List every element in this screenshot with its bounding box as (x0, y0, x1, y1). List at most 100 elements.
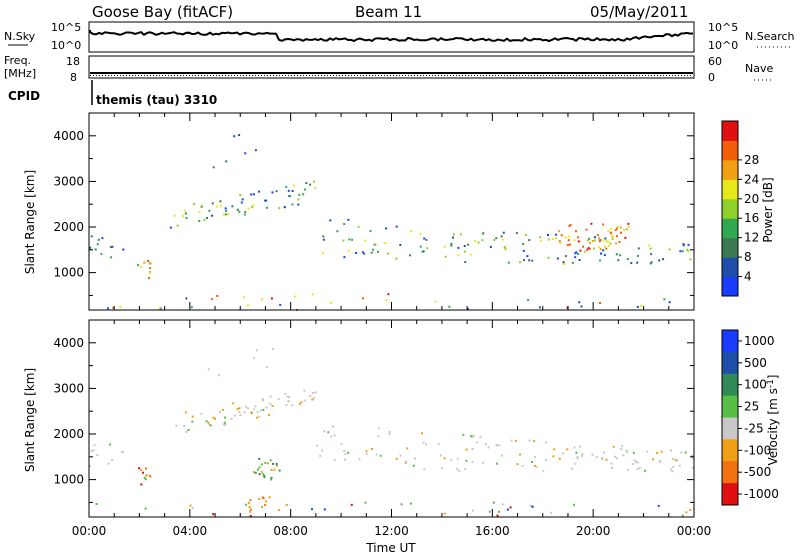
echo-cell (506, 508, 509, 511)
echo-cell (507, 261, 510, 264)
echo-cell (615, 242, 618, 245)
echo-cell (254, 471, 257, 474)
echo-cell (371, 447, 373, 450)
echo-cell (311, 293, 314, 296)
echo-cell (671, 470, 674, 473)
echo-cell (626, 451, 629, 454)
echo-cell (385, 299, 388, 302)
echo-cell (142, 471, 144, 474)
echo-cell (452, 233, 455, 236)
echo-cell (260, 463, 263, 466)
echo-cell (216, 295, 219, 297)
echo-cell (362, 297, 365, 300)
echo-cell (681, 514, 684, 517)
echo-cell (89, 465, 91, 468)
echo-cell (385, 227, 388, 230)
echo-cell (322, 235, 325, 238)
echo-cell (644, 469, 647, 472)
echo-cell (627, 225, 630, 228)
echo-cell (238, 411, 241, 414)
echo-cell (244, 152, 247, 155)
echo-cell (249, 508, 252, 511)
echo-cell (684, 451, 687, 454)
echo-cell (145, 474, 148, 477)
echo-cell (484, 443, 487, 446)
echo-cell (575, 230, 577, 233)
echo-cell (254, 149, 257, 152)
echo-cell (423, 468, 426, 471)
echo-cell (591, 453, 594, 456)
echo-cell (410, 230, 413, 233)
echo-cell (492, 501, 495, 504)
echo-cell (269, 459, 272, 462)
echo-cell (387, 252, 390, 255)
echo-cell (252, 193, 255, 196)
echo-cell (458, 469, 461, 472)
echo-cell (222, 423, 225, 426)
echo-cell (529, 504, 532, 507)
echo-cell (370, 251, 373, 254)
echo-cell (599, 239, 602, 242)
cpid-value: themis (tau) 3310 (96, 93, 217, 107)
echo-cell (573, 503, 575, 506)
echo-cell (294, 295, 297, 298)
echo-cell (687, 243, 690, 246)
echo-cell (293, 184, 296, 187)
echo-cell (535, 466, 538, 468)
echo-cell (627, 468, 630, 471)
echo-cell (663, 298, 666, 301)
echo-cell (562, 263, 565, 265)
echo-cell (122, 248, 125, 251)
echo-cell (243, 213, 246, 216)
echo-cell (249, 510, 252, 513)
echo-cell (496, 444, 499, 447)
echo-cell (580, 305, 583, 308)
echo-cell (264, 461, 267, 464)
power-background (89, 113, 694, 310)
echo-cell (493, 239, 496, 241)
echo-cell (450, 459, 453, 462)
echo-cell (258, 415, 261, 418)
echo-cell (243, 411, 246, 414)
echo-cell (323, 430, 326, 433)
echo-cell (233, 135, 236, 138)
echo-cell (285, 185, 288, 188)
echo-cell (319, 454, 322, 457)
echo-cell (140, 469, 143, 471)
echo-cell (566, 448, 569, 451)
echo-cell (608, 244, 610, 247)
echo-cell (399, 243, 402, 246)
echo-cell (602, 239, 605, 242)
echo-cell (185, 216, 188, 219)
echo-cell (646, 450, 649, 453)
echo-cell (674, 459, 677, 462)
echo-cell (147, 277, 150, 280)
echo-cell (474, 240, 477, 242)
echo-cell (558, 457, 561, 460)
echo-cell (222, 409, 224, 411)
colorbar-swatch (722, 218, 738, 239)
echo-cell (521, 464, 524, 467)
echo-cell (464, 468, 467, 471)
echo-cell (140, 483, 143, 486)
nsky-tick-bottom: 10^0 (51, 39, 81, 52)
echo-cell (605, 458, 608, 461)
echo-cell (289, 195, 291, 198)
echo-cell (388, 431, 391, 433)
colorbar-swatch (722, 483, 738, 506)
echo-cell (569, 243, 571, 246)
echo-cell (607, 240, 610, 243)
echo-cell (581, 452, 584, 455)
echo-cell (253, 471, 256, 474)
echo-cell (680, 451, 683, 454)
echo-cell (678, 464, 681, 467)
echo-cell (379, 454, 382, 457)
colorbar-tick-label: 12 (744, 231, 759, 245)
echo-cell (559, 241, 562, 244)
echo-cell (469, 253, 472, 256)
echo-cell (351, 238, 354, 241)
echo-cell (588, 237, 591, 240)
echo-cell (547, 234, 549, 236)
echo-cell (271, 191, 274, 194)
echo-cell (624, 236, 627, 239)
